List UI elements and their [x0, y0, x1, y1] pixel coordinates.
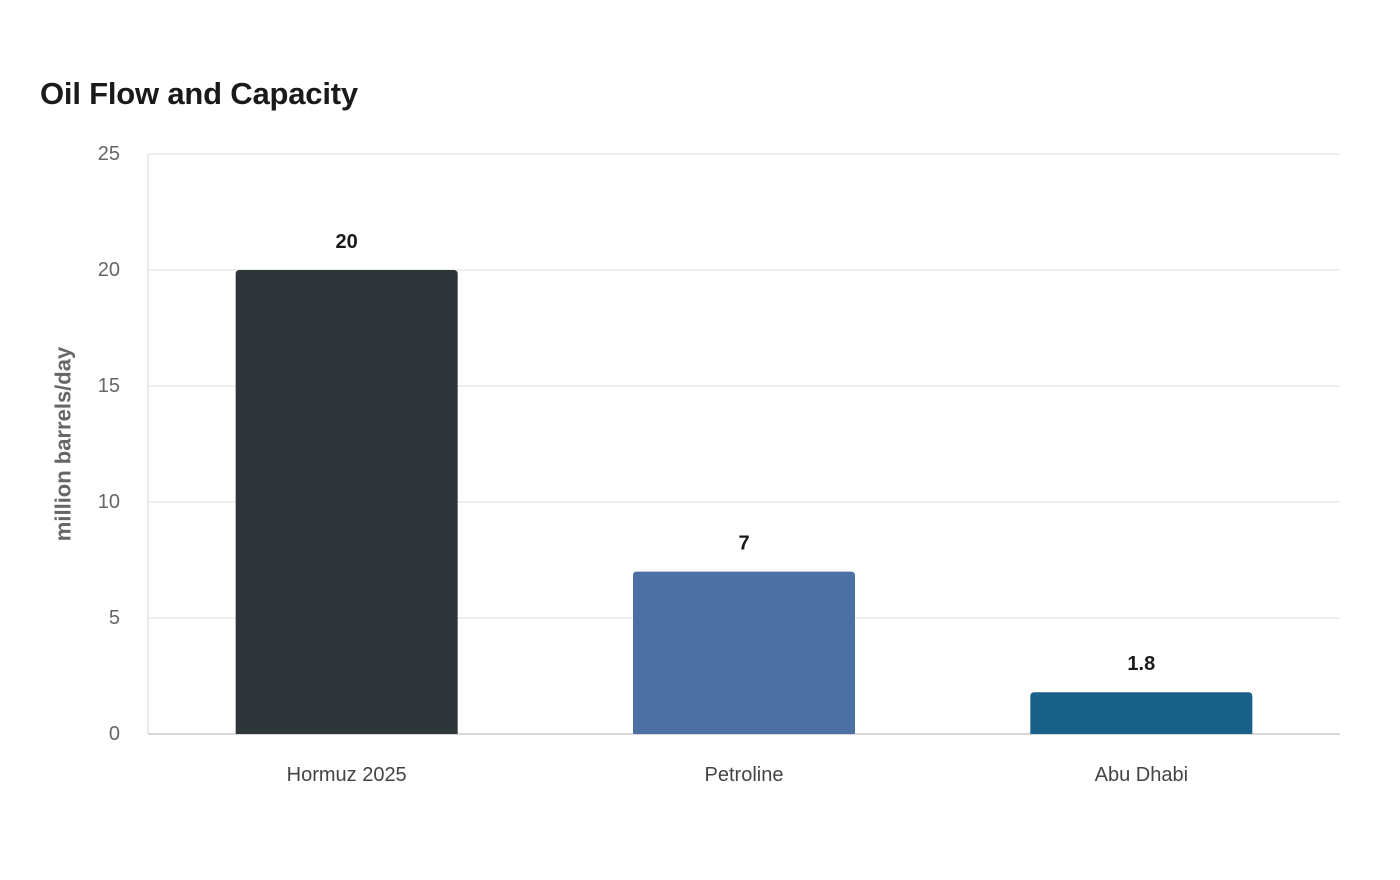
bar-abu-dhabi [1030, 692, 1253, 734]
chart-title: Oil Flow and Capacity [40, 76, 358, 111]
bar-petroline [633, 571, 855, 734]
y-tick-label: 20 [98, 259, 120, 281]
bar-value-label: 20 [336, 231, 358, 253]
x-tick-label: Petroline [705, 764, 784, 786]
value-labels: 20 7 1.8 [336, 231, 1156, 675]
y-tick-label: 5 [109, 607, 120, 629]
bar-value-label: 1.8 [1127, 653, 1155, 675]
y-tick-label: 25 [98, 143, 120, 165]
y-tick-label: 0 [109, 723, 120, 745]
bar-value-label: 7 [738, 533, 749, 555]
x-tick-label: Abu Dhabi [1095, 764, 1188, 786]
y-tick-label: 15 [98, 375, 120, 397]
y-axis-title: million barrels/day [51, 346, 76, 541]
x-tick-labels: Hormuz 2025 Petroline Abu Dhabi [287, 764, 1188, 786]
bar-hormuz-2025 [235, 270, 458, 734]
y-tick-labels: 0 5 10 15 20 25 [98, 143, 120, 745]
x-tick-label: Hormuz 2025 [287, 764, 407, 786]
bars [235, 270, 1253, 734]
y-tick-label: 10 [98, 491, 120, 513]
